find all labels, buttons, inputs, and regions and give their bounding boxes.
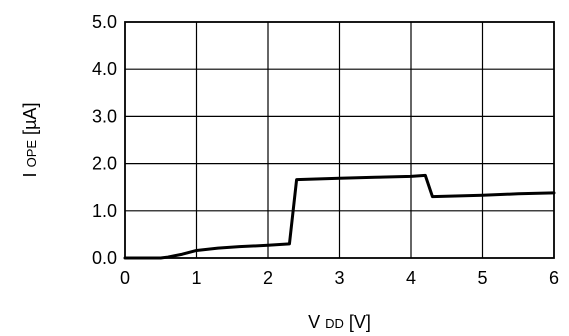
x-axis-label-sub: DD bbox=[325, 316, 344, 331]
y-tick-label: 4.0 bbox=[92, 59, 117, 79]
y-tick-label: 1.0 bbox=[92, 201, 117, 221]
y-tick-labels: 0.0 1.0 2.0 3.0 4.0 5.0 bbox=[92, 12, 117, 268]
x-tick-label: 3 bbox=[334, 268, 344, 288]
x-tick-label: 0 bbox=[120, 268, 130, 288]
x-axis-label-unit: [V] bbox=[349, 312, 371, 332]
x-tick-labels: 0 1 2 3 4 5 6 bbox=[120, 268, 559, 288]
x-axis-label-main: V bbox=[308, 312, 320, 332]
x-tick-label: 6 bbox=[549, 268, 559, 288]
x-axis-label: V DD [V] bbox=[308, 312, 371, 332]
y-tick-label: 3.0 bbox=[92, 106, 117, 126]
y-tick-label: 0.0 bbox=[92, 248, 117, 268]
y-axis-label-unit: [µA] bbox=[20, 103, 40, 135]
y-tick-label: 5.0 bbox=[92, 12, 117, 32]
x-tick-label: 2 bbox=[263, 268, 273, 288]
grid bbox=[125, 22, 554, 258]
x-tick-label: 1 bbox=[191, 268, 201, 288]
y-axis-label-sub: OPE bbox=[24, 140, 39, 168]
y-axis-label-main: I bbox=[20, 172, 40, 177]
y-tick-label: 2.0 bbox=[92, 154, 117, 174]
y-axis-label: I OPE [µA] bbox=[20, 103, 40, 178]
x-tick-label: 5 bbox=[477, 268, 487, 288]
series-line bbox=[123, 173, 556, 260]
plot-frame bbox=[124, 21, 555, 259]
series-group bbox=[123, 173, 556, 260]
x-tick-label: 4 bbox=[406, 268, 416, 288]
